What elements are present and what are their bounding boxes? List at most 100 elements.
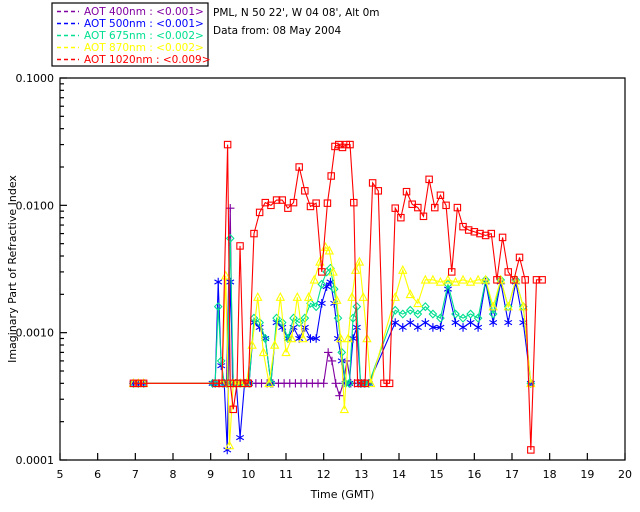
x-tick-label: 10 bbox=[241, 468, 255, 481]
x-tick-label: 6 bbox=[94, 468, 101, 481]
x-tick-label: 13 bbox=[354, 468, 368, 481]
data-point-marker bbox=[260, 333, 270, 344]
data-point-marker bbox=[406, 318, 415, 327]
data-point-marker bbox=[391, 204, 399, 212]
data-point-marker bbox=[428, 274, 438, 284]
data-point-marker bbox=[503, 302, 513, 312]
data-point-marker bbox=[350, 198, 358, 207]
data-point-marker bbox=[489, 318, 498, 327]
data-point-marker bbox=[275, 291, 286, 301]
data-point-marker bbox=[515, 253, 524, 262]
data-point-marker bbox=[139, 379, 148, 388]
data-point-marker bbox=[380, 379, 388, 388]
data-point-marker bbox=[329, 284, 339, 294]
y-tick-label: 0.0010 bbox=[16, 327, 55, 340]
plot-data-area bbox=[128, 140, 546, 455]
data-point-marker bbox=[538, 276, 546, 284]
x-tick-label: 7 bbox=[132, 468, 139, 481]
data-point-marker bbox=[391, 318, 400, 327]
legend-item-2: AOT 675nm : <0.002> bbox=[57, 30, 204, 42]
data-point-marker bbox=[253, 291, 263, 301]
data-point-marker bbox=[451, 309, 460, 319]
data-point-marker bbox=[398, 309, 408, 319]
legend-label: AOT 1020nm : <0.009> bbox=[84, 54, 211, 66]
data-point-marker bbox=[301, 187, 309, 195]
data-point-marker bbox=[236, 242, 244, 250]
data-point-marker bbox=[353, 379, 362, 388]
data-point-marker bbox=[229, 405, 238, 414]
title-line-1: PML, N 50 22', W 04 08', Alt 0m bbox=[213, 7, 380, 19]
data-point-marker bbox=[346, 140, 354, 149]
data-point-marker bbox=[354, 256, 365, 266]
x-tick-label: 8 bbox=[170, 468, 177, 481]
data-point-marker bbox=[258, 347, 269, 357]
data-point-marker bbox=[278, 196, 286, 204]
x-axis-tick-labels: 5 6 7 8 9 10 11 12 13 14 15 16 17 18 19 20 bbox=[57, 468, 633, 481]
data-point-marker bbox=[327, 172, 335, 180]
data-point-marker bbox=[464, 226, 473, 234]
data-point-marker bbox=[398, 323, 407, 332]
y-tick-label: 0.1000 bbox=[16, 72, 55, 85]
data-point-marker bbox=[385, 379, 394, 388]
data-point-marker bbox=[272, 313, 281, 323]
data-point-marker bbox=[323, 199, 332, 207]
legend-label: AOT 675nm : <0.002> bbox=[84, 30, 204, 42]
data-point-marker bbox=[428, 323, 437, 332]
data-point-marker bbox=[315, 256, 325, 266]
data-point-marker bbox=[213, 302, 223, 312]
data-point-marker bbox=[272, 196, 281, 204]
data-point-marker bbox=[519, 318, 528, 327]
data-point-marker bbox=[361, 379, 369, 388]
data-point-marker bbox=[226, 203, 235, 213]
data-point-marker bbox=[250, 229, 258, 238]
data-point-marker bbox=[474, 323, 483, 332]
data-point-marker bbox=[374, 187, 383, 195]
data-point-marker bbox=[335, 391, 344, 400]
data-point-marker bbox=[323, 348, 333, 357]
data-point-marker bbox=[225, 233, 235, 243]
data-point-marker bbox=[255, 317, 264, 328]
y-tick-label: 0.0100 bbox=[16, 199, 55, 212]
data-point-marker bbox=[413, 323, 422, 332]
x-tick-label: 11 bbox=[279, 468, 293, 481]
data-point-marker bbox=[216, 356, 226, 366]
data-point-marker bbox=[311, 302, 321, 312]
y-axis-ticks bbox=[60, 77, 67, 461]
data-point-marker bbox=[435, 276, 446, 286]
data-point-marker bbox=[488, 301, 498, 311]
data-point-marker bbox=[459, 323, 468, 332]
data-point-marker bbox=[521, 276, 529, 284]
data-point-marker bbox=[458, 313, 468, 323]
series-2 bbox=[129, 233, 536, 388]
x-tick-label: 20 bbox=[618, 468, 632, 481]
data-point-marker bbox=[390, 305, 400, 315]
data-point-marker bbox=[398, 264, 408, 274]
x-axis-ticks bbox=[59, 453, 626, 460]
data-point-marker bbox=[451, 318, 460, 327]
data-point-marker bbox=[504, 268, 512, 276]
data-point-marker bbox=[368, 179, 377, 187]
legend-label: AOT 400nm : <0.001> bbox=[84, 6, 204, 18]
data-point-marker bbox=[221, 270, 231, 280]
data-point-marker bbox=[298, 333, 308, 343]
data-point-marker bbox=[480, 274, 491, 284]
legend-label: AOT 500nm : <0.001> bbox=[84, 18, 204, 30]
legend-entries: AOT 400nm : <0.001>AOT 500nm : <0.001>AO… bbox=[57, 6, 211, 66]
data-point-marker bbox=[518, 301, 529, 311]
data-point-marker bbox=[443, 274, 453, 284]
x-tick-label: 15 bbox=[430, 468, 444, 481]
legend-item-1: AOT 500nm : <0.001> bbox=[57, 18, 204, 30]
data-point-marker bbox=[309, 274, 319, 284]
data-point-marker bbox=[421, 302, 430, 312]
data-point-marker bbox=[481, 275, 490, 285]
data-point-marker bbox=[312, 334, 321, 343]
data-point-marker bbox=[357, 379, 366, 388]
y-axis-label: Imaginary Part of Refractive Index bbox=[6, 175, 19, 363]
data-point-marker bbox=[428, 309, 438, 319]
data-point-marker bbox=[129, 379, 138, 388]
data-point-marker bbox=[413, 298, 423, 308]
data-point-marker bbox=[324, 245, 335, 255]
data-point-marker bbox=[476, 229, 484, 238]
data-point-marker bbox=[236, 433, 245, 442]
